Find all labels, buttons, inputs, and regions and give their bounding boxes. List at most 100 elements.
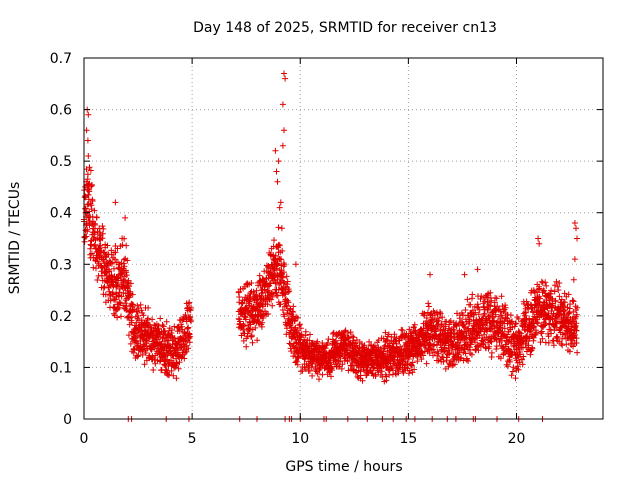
data-point [485, 303, 492, 310]
data-point [498, 312, 505, 319]
data-point [187, 333, 194, 340]
data-point [274, 292, 281, 299]
data-point [566, 348, 573, 355]
data-point [250, 288, 257, 295]
data-point [468, 351, 475, 358]
data-point [241, 323, 248, 329]
data-point [129, 291, 136, 298]
data-point [139, 351, 146, 358]
data-point [173, 375, 180, 382]
data-point [132, 335, 139, 342]
data-point [267, 268, 274, 275]
data-point [134, 353, 141, 360]
data-point [409, 359, 416, 366]
data-point [292, 261, 299, 268]
data-points [81, 70, 581, 422]
data-point [259, 303, 266, 310]
data-point [281, 279, 288, 286]
data-point [428, 319, 435, 326]
y-axis-label: SRMTID / TECUs [7, 182, 23, 295]
data-point [101, 283, 108, 290]
data-point [314, 338, 321, 345]
data-point [512, 375, 519, 382]
data-point [408, 362, 415, 369]
data-point [178, 321, 184, 328]
data-point [502, 302, 509, 309]
data-point [116, 299, 123, 306]
data-point [145, 304, 152, 311]
data-point [507, 358, 513, 365]
data-point [421, 310, 428, 317]
data-point [515, 315, 522, 322]
data-point [382, 329, 389, 336]
data-point [284, 278, 291, 285]
data-point [85, 153, 92, 159]
data-point [411, 366, 418, 373]
data-point [555, 287, 562, 293]
data-point [142, 350, 149, 356]
data-point [550, 342, 557, 349]
data-point [480, 340, 487, 347]
data-point [302, 332, 309, 339]
data-point [535, 235, 542, 242]
data-point [144, 315, 151, 322]
data-point [519, 356, 525, 363]
data-point [116, 304, 123, 311]
data-point [246, 293, 253, 300]
data-point [499, 303, 506, 310]
data-point [556, 280, 563, 286]
data-point [249, 339, 256, 346]
x-tick-label: 10 [291, 431, 309, 447]
data-point [475, 347, 482, 354]
data-point [126, 294, 133, 301]
data-point [476, 306, 483, 313]
data-point [548, 287, 555, 294]
data-point [556, 293, 563, 300]
data-point [493, 346, 500, 352]
data-point [503, 361, 510, 368]
data-point [163, 318, 170, 325]
data-point [243, 343, 250, 350]
data-point [344, 357, 351, 364]
data-point [460, 323, 467, 330]
data-point [151, 343, 158, 350]
data-point [479, 341, 486, 348]
data-point [84, 171, 91, 178]
data-point [316, 376, 322, 383]
data-point [259, 289, 266, 296]
data-point [281, 313, 288, 320]
data-point [567, 301, 574, 308]
data-point [186, 299, 193, 306]
data-point [542, 279, 549, 286]
data-point [98, 264, 105, 271]
data-point [571, 220, 578, 226]
data-point [501, 325, 508, 332]
data-point [507, 312, 514, 319]
data-point [475, 304, 482, 310]
data-point [104, 242, 111, 249]
data-point [155, 325, 162, 332]
data-point [529, 345, 536, 352]
data-point [548, 330, 555, 337]
data-point [573, 320, 580, 327]
data-point [92, 222, 99, 228]
data-point [279, 247, 286, 254]
y-tick-label: 0.2 [50, 309, 72, 325]
data-point [106, 268, 113, 275]
data-point [369, 370, 376, 377]
data-point [426, 350, 433, 357]
data-point [525, 342, 532, 349]
data-point [247, 290, 254, 296]
data-point [457, 355, 464, 362]
data-point [97, 232, 104, 239]
data-point [344, 346, 351, 353]
data-point [242, 316, 249, 323]
data-point [279, 101, 286, 108]
data-point [431, 349, 438, 356]
data-point [518, 330, 524, 337]
data-point [359, 377, 366, 384]
data-point [569, 297, 576, 304]
data-point [294, 314, 301, 321]
data-point [536, 285, 543, 292]
data-point [565, 291, 572, 298]
